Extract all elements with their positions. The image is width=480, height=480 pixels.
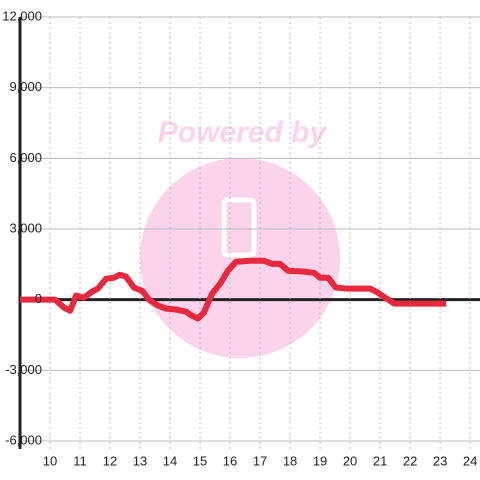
x-tick-label: 23 [433, 453, 447, 468]
x-tick-label: 18 [283, 453, 297, 468]
watermark-text: Powered by [158, 116, 328, 149]
x-tick-label: 19 [313, 453, 327, 468]
x-tick-label: 20 [343, 453, 357, 468]
watermark-icon [221, 197, 257, 258]
y-tick-label: -6,000 [5, 432, 42, 447]
x-tick-label: 15 [193, 453, 207, 468]
x-tick-label: 10 [43, 453, 57, 468]
x-tick-label: 22 [403, 453, 417, 468]
x-tick-label: 16 [223, 453, 237, 468]
y-tick-label: 12,000 [2, 8, 42, 23]
x-tick-label: 13 [133, 453, 147, 468]
y-tick-label: -3,000 [5, 362, 42, 377]
x-tick-label: 11 [73, 453, 87, 468]
y-tick-label: 3,000 [9, 220, 42, 235]
x-tick-label: 14 [163, 453, 177, 468]
x-tick-label: 24 [463, 453, 477, 468]
y-tick-label: 6,000 [9, 150, 42, 165]
x-tick-label: 17 [253, 453, 267, 468]
y-tick-label: 0 [35, 291, 42, 306]
x-tick-label: 21 [373, 453, 387, 468]
x-tick-label: 12 [103, 453, 117, 468]
y-tick-label: 9,000 [9, 79, 42, 94]
data-line [20, 257, 447, 322]
